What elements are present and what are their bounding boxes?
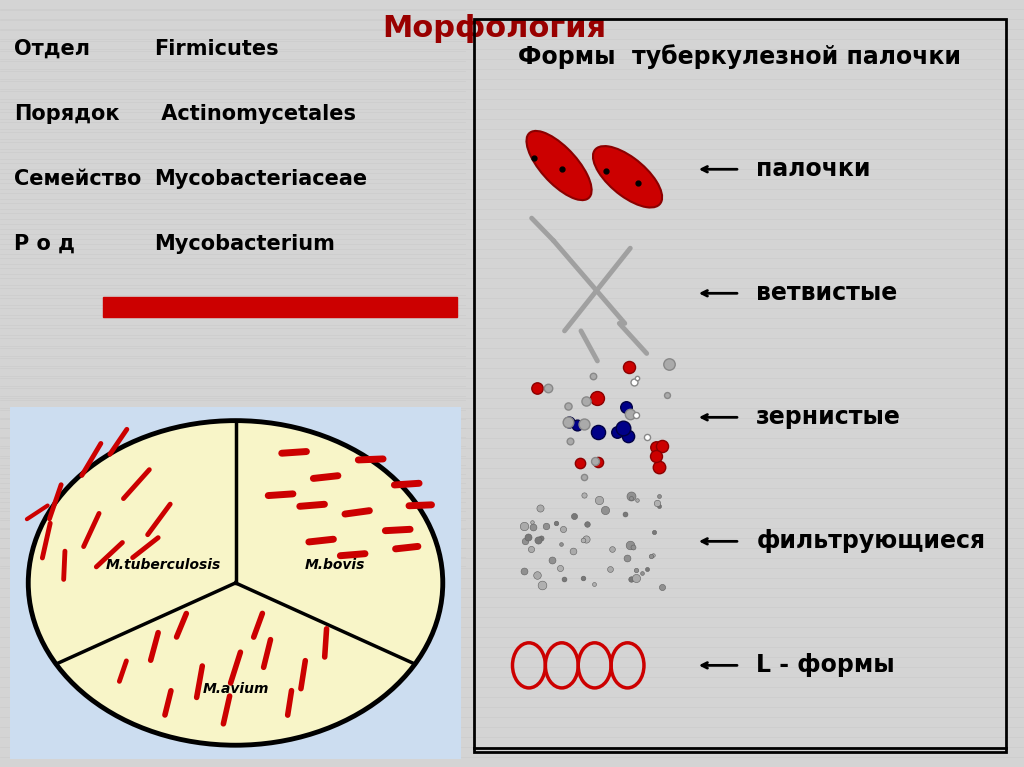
- Ellipse shape: [593, 146, 663, 208]
- Text: L - формы: L - формы: [757, 653, 895, 677]
- Bar: [102, 297, 457, 317]
- Ellipse shape: [526, 131, 592, 200]
- Text: Формы  туберкулезной палочки: Формы туберкулезной палочки: [518, 44, 962, 69]
- Text: ветвистые: ветвистые: [757, 281, 897, 305]
- Text: Mycobacterium tuberculosis: Mycobacterium tuberculosis: [66, 461, 319, 479]
- Text: M.bovis: M.bovis: [304, 558, 365, 572]
- Text: Отдел: Отдел: [14, 39, 90, 59]
- Text: зернистые: зернистые: [757, 405, 901, 430]
- Text: Морфология: Морфология: [382, 14, 606, 43]
- Text: Firmicutes: Firmicutes: [154, 39, 279, 59]
- Circle shape: [29, 420, 442, 746]
- Text: фильтрующиеся: фильтрующиеся: [757, 529, 985, 553]
- Text: Mycobacterium: Mycobacterium: [154, 234, 335, 254]
- Text: палочки: палочки: [757, 157, 870, 181]
- Text: Actinomycetales: Actinomycetales: [154, 104, 355, 123]
- Bar: [18, 538, 49, 571]
- Text: Порядок: Порядок: [14, 104, 120, 123]
- Text: Mycobacterium bovis: Mycobacterium bovis: [66, 502, 258, 520]
- Text: Вид Mycobacterium tuberculosis: Вид Mycobacterium tuberculosis: [14, 415, 348, 433]
- Text: Р о д: Р о д: [14, 234, 75, 254]
- Text: M.tuberculosis: M.tuberculosis: [105, 558, 221, 572]
- Text: Семейство: Семейство: [14, 169, 141, 189]
- Text: Mycobacteriaceae: Mycobacteriaceae: [154, 169, 367, 189]
- Bar: [18, 456, 49, 489]
- Text: M.avium: M.avium: [203, 682, 268, 696]
- Text: Mycobacterium africanum: Mycobacterium africanum: [66, 544, 301, 562]
- Bar: [18, 496, 49, 529]
